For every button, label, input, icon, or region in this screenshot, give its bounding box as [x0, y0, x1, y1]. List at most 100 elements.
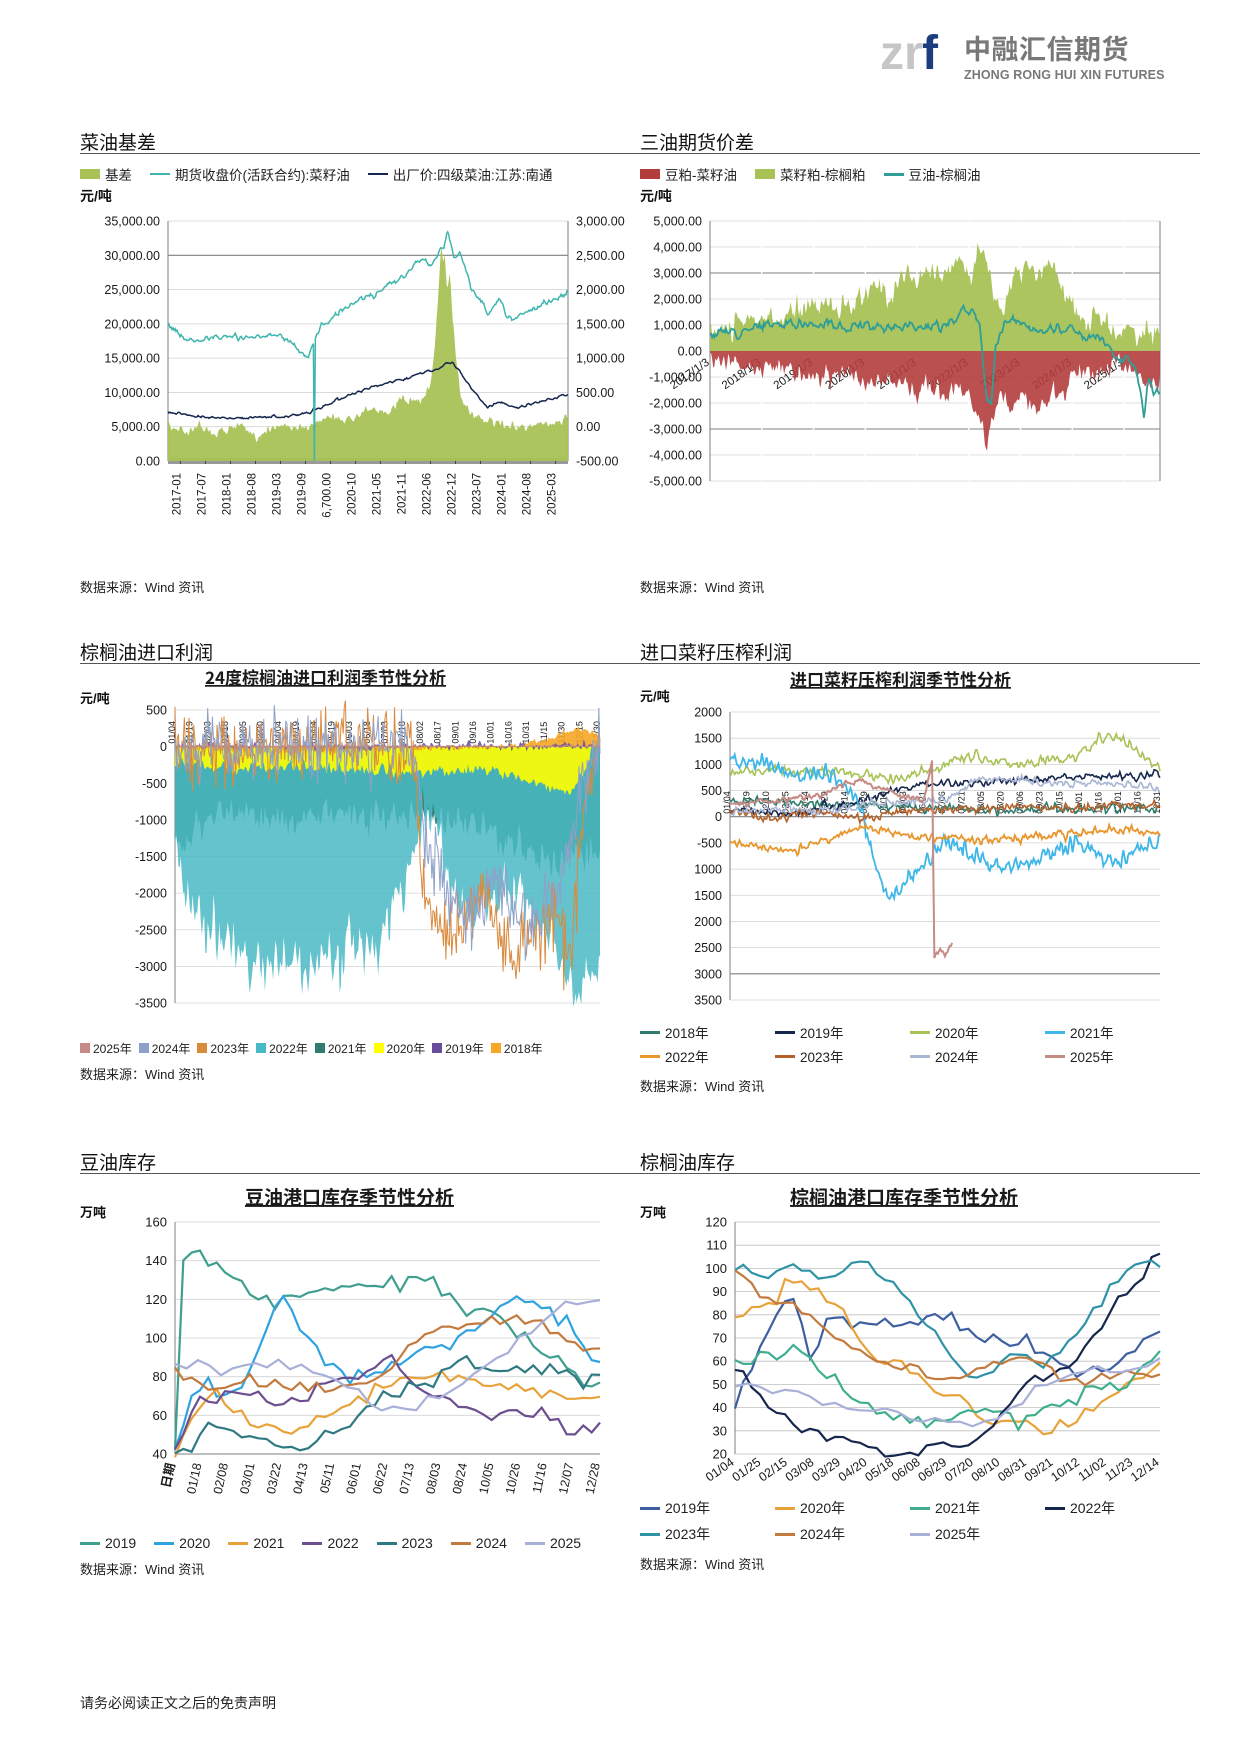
svg-text:f: f — [922, 27, 939, 80]
svg-text:10/16: 10/16 — [503, 721, 513, 744]
svg-text:2,000.00: 2,000.00 — [576, 283, 625, 297]
svg-text:0.00: 0.00 — [136, 455, 160, 469]
svg-text:2500: 2500 — [694, 941, 722, 955]
svg-text:1,500.00: 1,500.00 — [576, 317, 625, 331]
svg-text:2023-07: 2023-07 — [472, 473, 484, 515]
svg-text:进口菜籽压榨利润季节性分析: 进口菜籽压榨利润季节性分析 — [790, 670, 1011, 691]
svg-text:3000: 3000 — [694, 967, 722, 981]
svg-text:05/11: 05/11 — [317, 1462, 337, 1495]
svg-text:ZHONG RONG HUI XIN FUTURES: ZHONG RONG HUI XIN FUTURES — [964, 68, 1165, 82]
svg-text:03/01: 03/01 — [237, 1462, 257, 1496]
svg-text:2019-03: 2019-03 — [272, 473, 284, 515]
svg-text:140: 140 — [145, 1253, 167, 1268]
svg-text:30,000.00: 30,000.00 — [104, 249, 160, 263]
svg-text:500: 500 — [701, 784, 722, 798]
svg-text:2018-01: 2018-01 — [222, 473, 234, 515]
svg-text:08/03: 08/03 — [423, 1462, 443, 1496]
svg-text:10/01: 10/01 — [486, 721, 496, 744]
svg-text:中融汇信期货: 中融汇信期货 — [964, 28, 1129, 67]
svg-text:160: 160 — [145, 1215, 167, 1230]
svg-text:1,000.00: 1,000.00 — [576, 352, 625, 366]
svg-text:30: 30 — [713, 1423, 727, 1438]
svg-text:11/02: 11/02 — [1076, 1455, 1109, 1484]
svg-text:0: 0 — [715, 810, 722, 824]
svg-text:08/31: 08/31 — [995, 1455, 1029, 1484]
svg-text:0.00: 0.00 — [576, 420, 600, 434]
svg-text:3500: 3500 — [694, 994, 722, 1008]
svg-text:-3500: -3500 — [135, 997, 167, 1011]
svg-text:10/26: 10/26 — [503, 1462, 523, 1496]
svg-text:90: 90 — [713, 1284, 727, 1299]
svg-text:5,000.00: 5,000.00 — [653, 215, 702, 229]
svg-text:09/16: 09/16 — [468, 721, 478, 744]
svg-text:1,000.00: 1,000.00 — [653, 319, 702, 333]
svg-text:2022-06: 2022-06 — [422, 473, 434, 515]
svg-text:01/18: 01/18 — [184, 1462, 204, 1496]
svg-text:05/18: 05/18 — [862, 1455, 896, 1484]
svg-text:-3,000.00: -3,000.00 — [649, 423, 702, 437]
svg-text:2020-10: 2020-10 — [347, 473, 359, 515]
svg-text:80: 80 — [713, 1307, 727, 1322]
svg-text:0: 0 — [160, 740, 167, 754]
svg-text:-500: -500 — [142, 777, 167, 791]
svg-text:07/13: 07/13 — [397, 1462, 417, 1496]
svg-text:40: 40 — [713, 1400, 727, 1415]
svg-text:50: 50 — [713, 1377, 727, 1392]
svg-text:-3000: -3000 — [135, 960, 167, 974]
svg-text:06/01: 06/01 — [344, 1462, 364, 1496]
svg-text:04/13: 04/13 — [291, 1462, 311, 1496]
svg-text:500.00: 500.00 — [576, 386, 614, 400]
svg-text:08/17: 08/17 — [433, 721, 443, 744]
svg-text:6,700.00: 6,700.00 — [322, 473, 334, 518]
svg-text:11/16: 11/16 — [530, 1462, 550, 1495]
svg-text:2022-12: 2022-12 — [447, 473, 459, 515]
svg-text:2000: 2000 — [694, 706, 722, 720]
svg-text:-1500: -1500 — [135, 850, 167, 864]
svg-text:zr: zr — [880, 27, 923, 80]
svg-text:-500.00: -500.00 — [576, 455, 618, 469]
svg-text:08/02: 08/02 — [415, 721, 425, 744]
svg-text:20,000.00: 20,000.00 — [104, 317, 160, 331]
svg-text:-1000: -1000 — [135, 813, 167, 827]
svg-text:70: 70 — [713, 1331, 727, 1346]
svg-text:60: 60 — [713, 1354, 727, 1369]
svg-text:2018-08: 2018-08 — [247, 473, 259, 515]
svg-text:2021-11: 2021-11 — [397, 473, 409, 514]
svg-text:12/07: 12/07 — [556, 1462, 576, 1496]
svg-text:04/20: 04/20 — [836, 1455, 870, 1484]
svg-text:2025-03: 2025-03 — [547, 473, 559, 515]
svg-text:100: 100 — [705, 1261, 727, 1276]
svg-text:15,000.00: 15,000.00 — [104, 352, 160, 366]
svg-text:10,000.00: 10,000.00 — [104, 386, 160, 400]
svg-text:2019-09: 2019-09 — [297, 473, 309, 515]
svg-text:-500: -500 — [697, 836, 722, 850]
svg-text:12/14: 12/14 — [1128, 1455, 1162, 1484]
svg-text:500: 500 — [146, 704, 167, 718]
svg-text:80: 80 — [153, 1369, 167, 1384]
svg-text:-2000: -2000 — [135, 887, 167, 901]
svg-text:1000: 1000 — [694, 758, 722, 772]
svg-text:35,000.00: 35,000.00 — [104, 215, 160, 229]
svg-text:06/22: 06/22 — [370, 1462, 390, 1496]
svg-text:07/20: 07/20 — [942, 1455, 976, 1484]
svg-text:09/01: 09/01 — [450, 721, 460, 744]
svg-text:24度棕榈油进口利润季节性分析: 24度棕榈油进口利润季节性分析 — [205, 668, 446, 689]
svg-text:02/08: 02/08 — [211, 1462, 231, 1496]
svg-text:5,000.00: 5,000.00 — [111, 420, 160, 434]
svg-text:2024-08: 2024-08 — [522, 473, 534, 515]
svg-text:10/05: 10/05 — [476, 1462, 496, 1496]
svg-text:0.00: 0.00 — [678, 345, 702, 359]
svg-text:棕榈油港口库存季节性分析: 棕榈油港口库存季节性分析 — [790, 1184, 1018, 1210]
svg-text:-4,000.00: -4,000.00 — [649, 449, 702, 463]
svg-text:1500: 1500 — [694, 889, 722, 903]
svg-text:2,500.00: 2,500.00 — [576, 249, 625, 263]
svg-text:11/23: 11/23 — [1102, 1455, 1135, 1484]
svg-text:01/25: 01/25 — [730, 1455, 764, 1484]
svg-text:4,000.00: 4,000.00 — [653, 241, 702, 255]
svg-text:08/24: 08/24 — [450, 1462, 470, 1496]
svg-text:-2500: -2500 — [135, 923, 167, 937]
svg-text:3,000.00: 3,000.00 — [576, 215, 625, 229]
svg-text:03/08: 03/08 — [783, 1455, 817, 1484]
svg-text:2,000.00: 2,000.00 — [653, 293, 702, 307]
svg-text:110: 110 — [706, 1238, 727, 1253]
